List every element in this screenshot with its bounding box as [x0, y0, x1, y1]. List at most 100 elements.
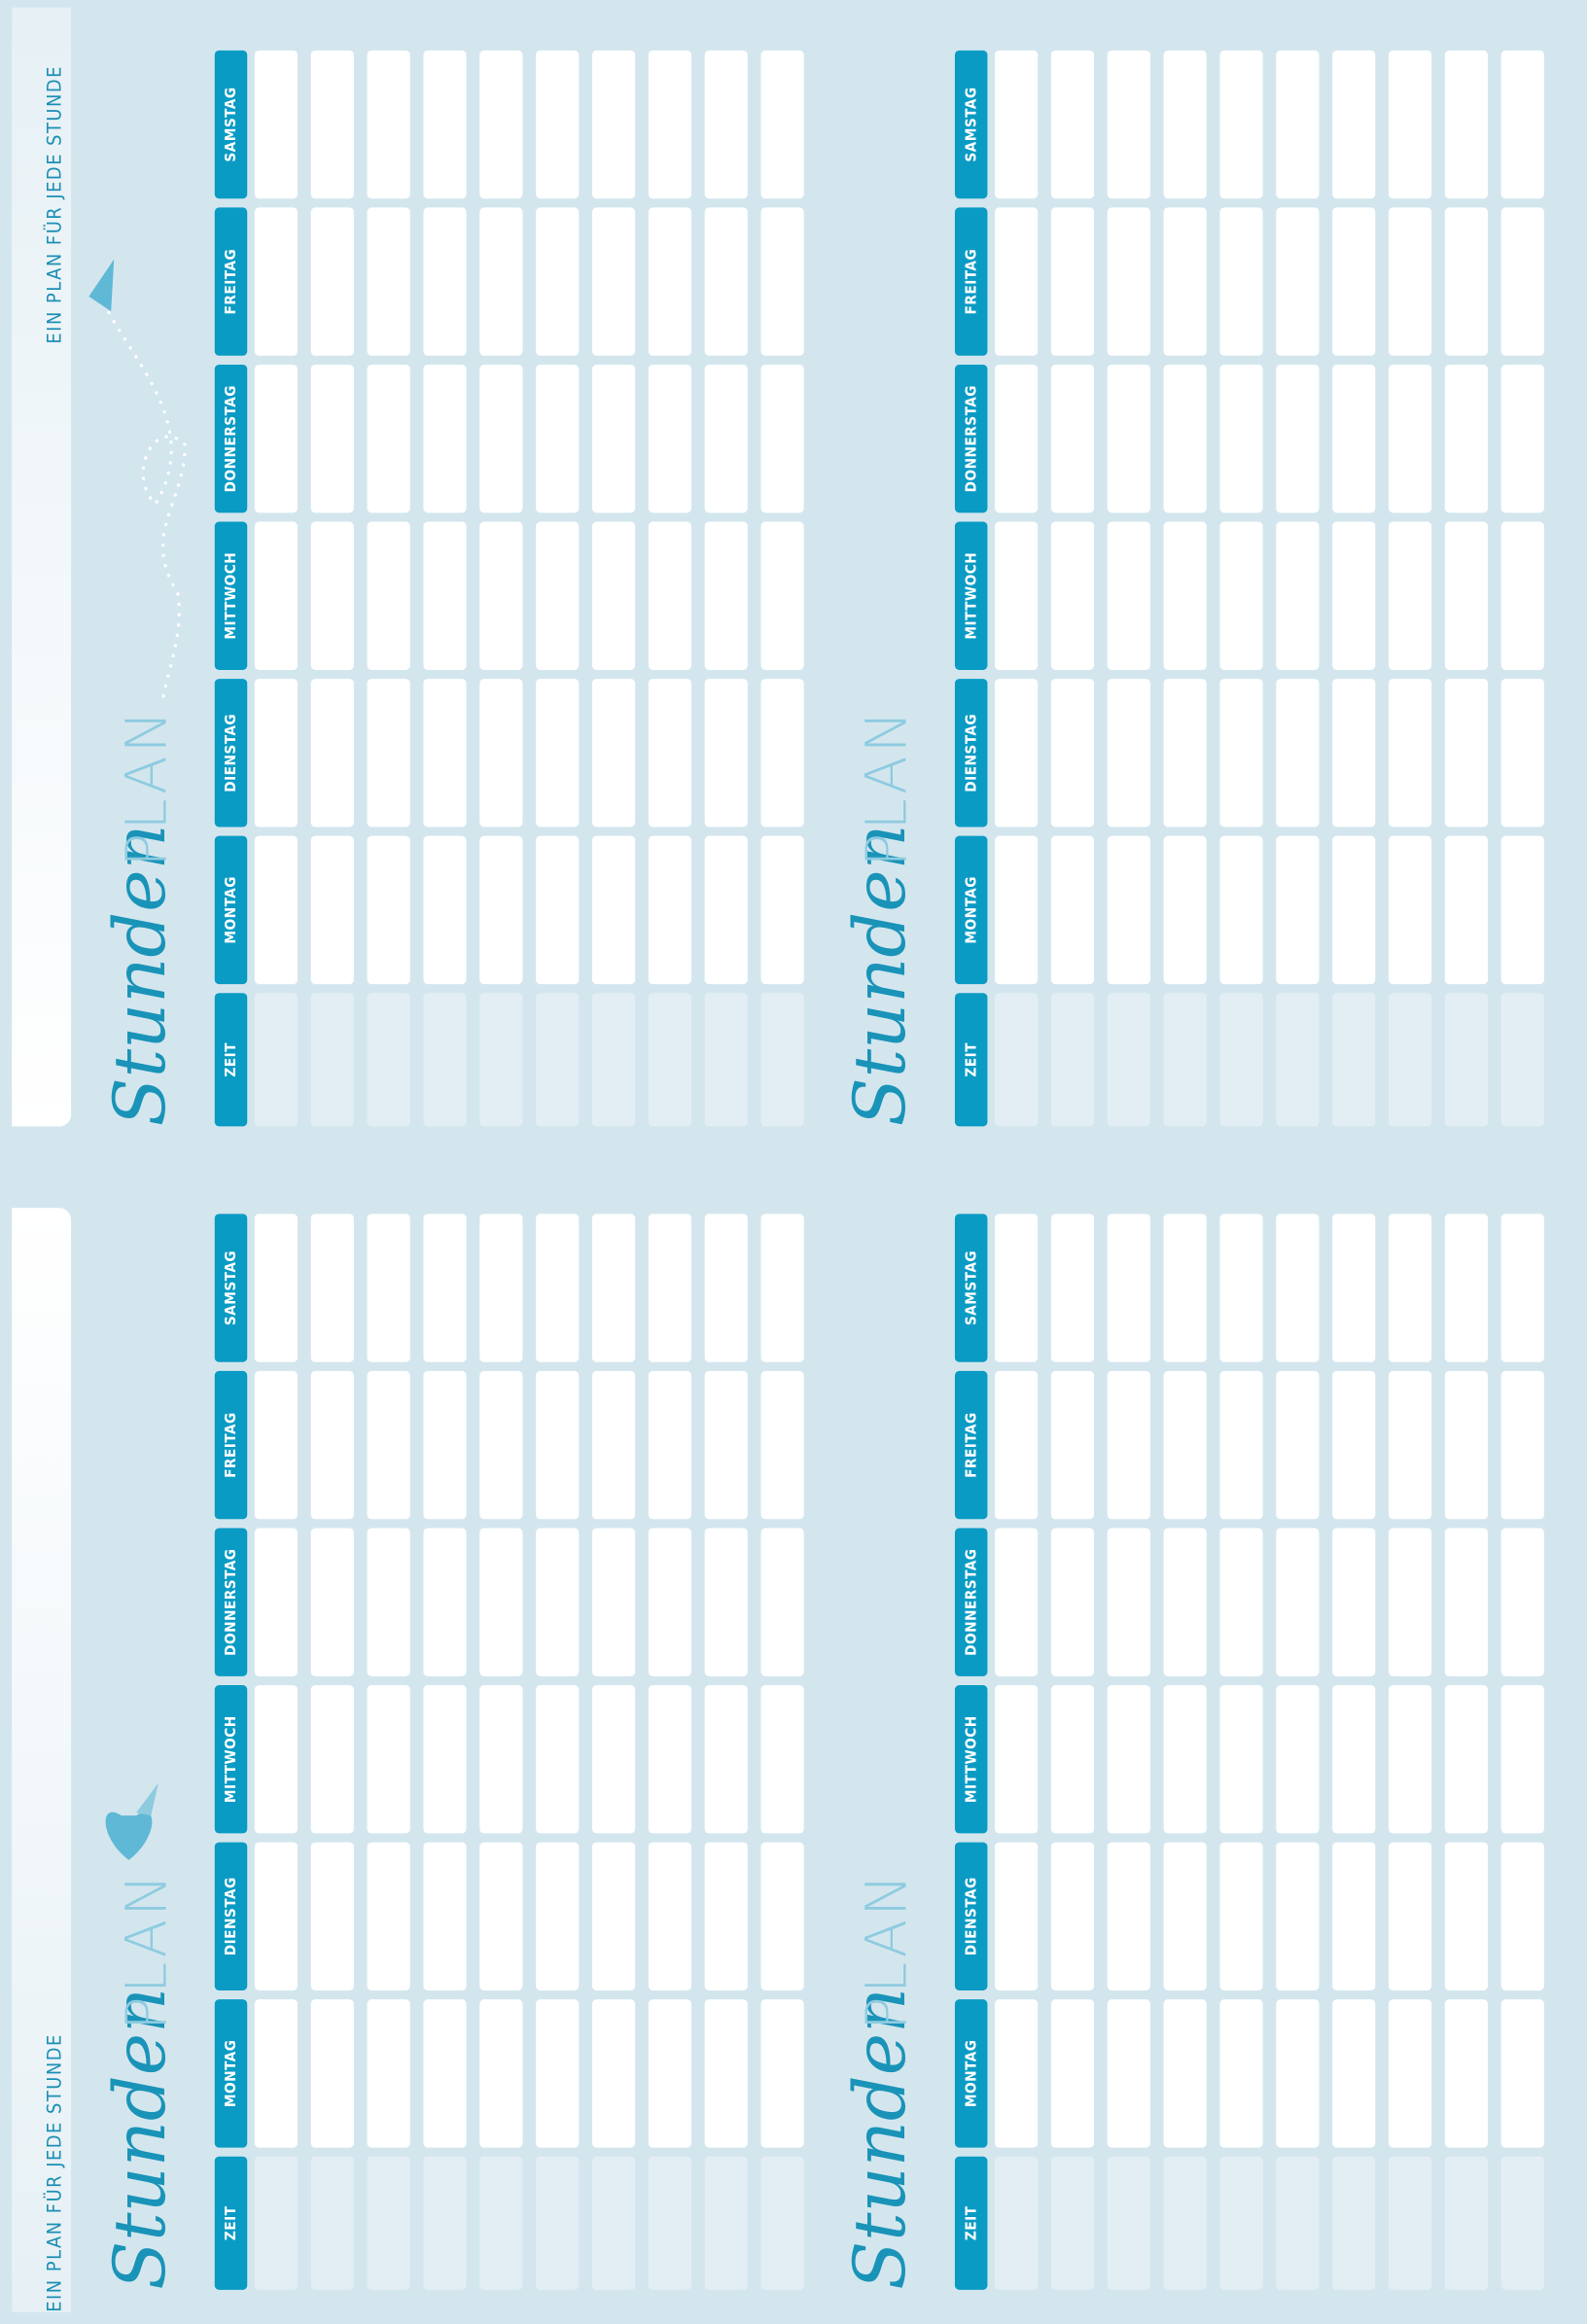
cell: [1051, 1371, 1094, 1519]
cell: [423, 1685, 466, 1833]
cell: [368, 1371, 410, 1519]
cell: [1332, 207, 1375, 355]
cell: [649, 1843, 691, 1990]
cell: [1445, 1999, 1488, 2147]
cell: [705, 993, 748, 1126]
cell: [1108, 51, 1150, 198]
day-header: FREITAG: [215, 207, 247, 355]
sheet: EIN PLAN FÜR JEDE STUNDE EIN PLAN FÜR JE…: [0, 0, 1587, 2324]
cell: [649, 679, 691, 827]
cell: [255, 365, 298, 512]
cell: [1219, 679, 1262, 827]
cell: [1332, 51, 1375, 198]
cell: [1108, 365, 1150, 512]
day-header: SAMSTAG: [955, 1214, 987, 1361]
cell: [1276, 2157, 1319, 2290]
cell: [1051, 1685, 1094, 1833]
cell: [761, 679, 804, 827]
cell: [536, 51, 579, 198]
cell: [1276, 836, 1319, 984]
cell: [1276, 1685, 1319, 1833]
cell: [1389, 51, 1431, 198]
cell: [761, 1528, 804, 1675]
cell: [479, 1685, 522, 1833]
cell: [1332, 522, 1375, 670]
cell: [1501, 993, 1544, 1126]
cell: [705, 679, 748, 827]
title-script: Stunden: [839, 824, 922, 1126]
cell: [705, 1999, 748, 2147]
cell: [1051, 1843, 1094, 1990]
cell: [1501, 1685, 1544, 1833]
cell: [1445, 1528, 1488, 1675]
cell: [995, 207, 1038, 355]
cell: [705, 207, 748, 355]
cell: [1276, 993, 1319, 1126]
cell: [255, 1685, 298, 1833]
cell: [1164, 993, 1207, 1126]
cell: [592, 207, 635, 355]
cell: [1219, 993, 1262, 1126]
cell: [368, 2157, 410, 2290]
cell: [995, 993, 1038, 1126]
cell: [423, 1528, 466, 1675]
cell: [479, 1843, 522, 1990]
cell: [536, 1214, 579, 1361]
cell: [1276, 522, 1319, 670]
day-header: MITTWOCH: [955, 1685, 987, 1833]
day-header: FREITAG: [215, 1371, 247, 1519]
cell: [1445, 1214, 1488, 1361]
cell: [649, 51, 691, 198]
cell: [649, 2157, 691, 2290]
cell: [995, 1685, 1038, 1833]
day-header: MITTWOCH: [215, 522, 247, 670]
cell: [649, 1528, 691, 1675]
cell: [311, 522, 354, 670]
cell: [705, 365, 748, 512]
cell: [368, 1528, 410, 1675]
cell: [1219, 522, 1262, 670]
cell: [995, 1528, 1038, 1675]
cell: [536, 679, 579, 827]
day-header: SAMSTAG: [215, 1214, 247, 1361]
cell: [255, 207, 298, 355]
cell: [1164, 1214, 1207, 1361]
cell: [255, 2157, 298, 2290]
cell: [311, 1214, 354, 1361]
cell: [368, 365, 410, 512]
cell: [592, 993, 635, 1126]
cell: [1164, 1999, 1207, 2147]
cell: [705, 836, 748, 984]
cell: [368, 836, 410, 984]
cell: [705, 1843, 748, 1990]
cell: [1501, 1999, 1544, 2147]
cell: [1108, 1685, 1150, 1833]
cell: [1445, 51, 1488, 198]
cell: [1501, 1528, 1544, 1675]
cell: [1332, 1528, 1375, 1675]
day-header: DONNERSTAG: [955, 365, 987, 512]
timetable: StundenPLANZEITMONTAGDIENSTAGMITTWOCHDON…: [955, 1208, 1547, 2290]
cell: [1501, 207, 1544, 355]
cell: [1219, 51, 1262, 198]
cell: [592, 836, 635, 984]
cell: [1389, 836, 1431, 984]
cell: [479, 2157, 522, 2290]
title-plan: PLAN: [114, 1871, 179, 2030]
cell: [536, 1528, 579, 1675]
title-script: Stunden: [99, 1988, 182, 2290]
day-header: MITTWOCH: [215, 1685, 247, 1833]
day-header: FREITAG: [955, 207, 987, 355]
cell: [761, 1843, 804, 1990]
cell: [995, 2157, 1038, 2290]
cell: [368, 1214, 410, 1361]
cell: [536, 365, 579, 512]
cell: [1276, 207, 1319, 355]
cell: [1276, 679, 1319, 827]
cell: [423, 679, 466, 827]
day-header: DIENSTAG: [955, 679, 987, 827]
cell: [255, 1999, 298, 2147]
cell: [592, 365, 635, 512]
cell: [1108, 1843, 1150, 1990]
